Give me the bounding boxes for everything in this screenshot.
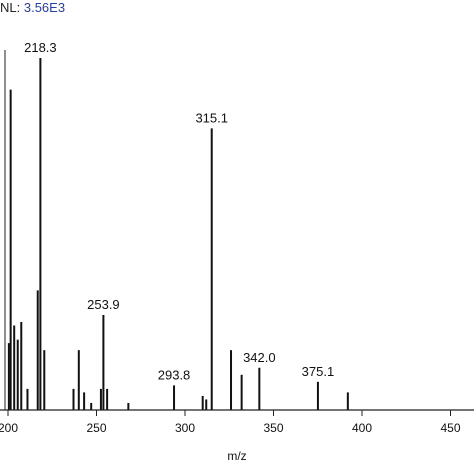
x-axis-title: m/z bbox=[227, 449, 246, 463]
x-tick-label-0: 200 bbox=[0, 421, 18, 435]
peak-label-7: 218.3 bbox=[24, 40, 57, 55]
peak-label-14: 253.9 bbox=[87, 297, 120, 312]
x-tick-label-4: 400 bbox=[352, 421, 372, 435]
peak-label-24: 375.1 bbox=[302, 364, 335, 379]
peak-label-17: 293.8 bbox=[158, 367, 191, 382]
peak-group bbox=[7, 58, 349, 410]
nl-value: 3.56E3 bbox=[23, 0, 66, 15]
peak-label-20: 315.1 bbox=[195, 110, 228, 125]
peak-label-group: 218.3 253.9 293.8 315.1 342.0 375.1 bbox=[24, 40, 334, 382]
x-tick-label-3: 350 bbox=[263, 421, 283, 435]
x-tick-label-1: 250 bbox=[86, 421, 106, 435]
x-tick-group: 200 250 300 350 400 450 bbox=[0, 410, 461, 435]
x-tick-label-5: 450 bbox=[440, 421, 460, 435]
x-tick-label-2: 300 bbox=[175, 421, 195, 435]
nl-label: NL: bbox=[0, 0, 21, 15]
nl-readout: NL: 3.56E3 bbox=[0, 0, 65, 15]
peak-label-23: 342.0 bbox=[243, 350, 276, 365]
